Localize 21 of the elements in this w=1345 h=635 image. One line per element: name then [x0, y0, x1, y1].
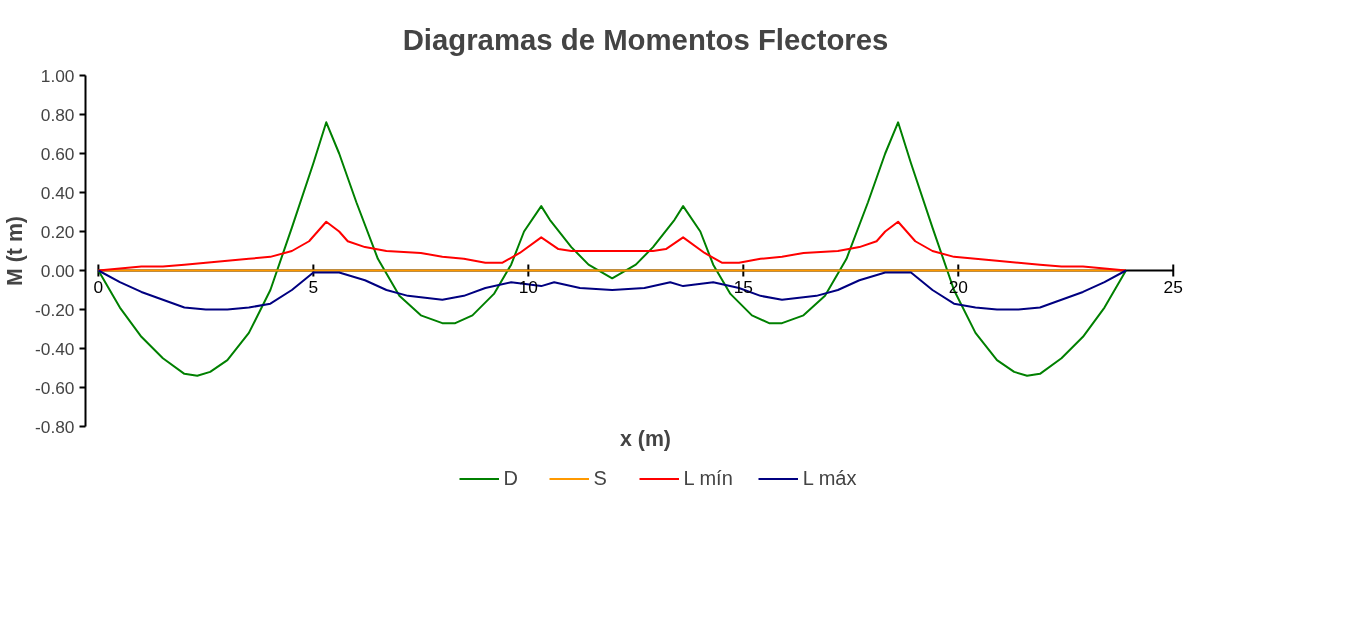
y-tick-label: -0.80: [35, 416, 75, 437]
legend-label: L mín: [683, 466, 733, 490]
legend-label: S: [593, 466, 608, 490]
x-tick-label: 0: [93, 276, 104, 297]
x-tick-label: 25: [1163, 276, 1183, 297]
y-tick-label: -0.40: [35, 338, 75, 359]
x-tick-label: 5: [308, 276, 319, 297]
legend-label: D: [503, 466, 519, 490]
line-series: [97, 220, 1127, 272]
y-tick-label: 1.00: [40, 65, 75, 86]
y-tick-label: -0.20: [35, 299, 75, 320]
legend-label: L máx: [802, 466, 857, 490]
chart-title: Diagramas de Momentos Flectores: [402, 22, 889, 56]
y-tick-label: 0.60: [40, 143, 75, 164]
y-tick-label: 0.40: [40, 182, 75, 203]
y-tick-label: 0.20: [40, 221, 75, 242]
y-axis-title: M (t m): [3, 216, 27, 286]
y-tick-label: 0.00: [40, 260, 75, 281]
y-tick-label: 0.80: [40, 104, 75, 125]
y-tick-label: -0.60: [35, 377, 75, 398]
x-axis-title: x (m): [620, 426, 671, 451]
